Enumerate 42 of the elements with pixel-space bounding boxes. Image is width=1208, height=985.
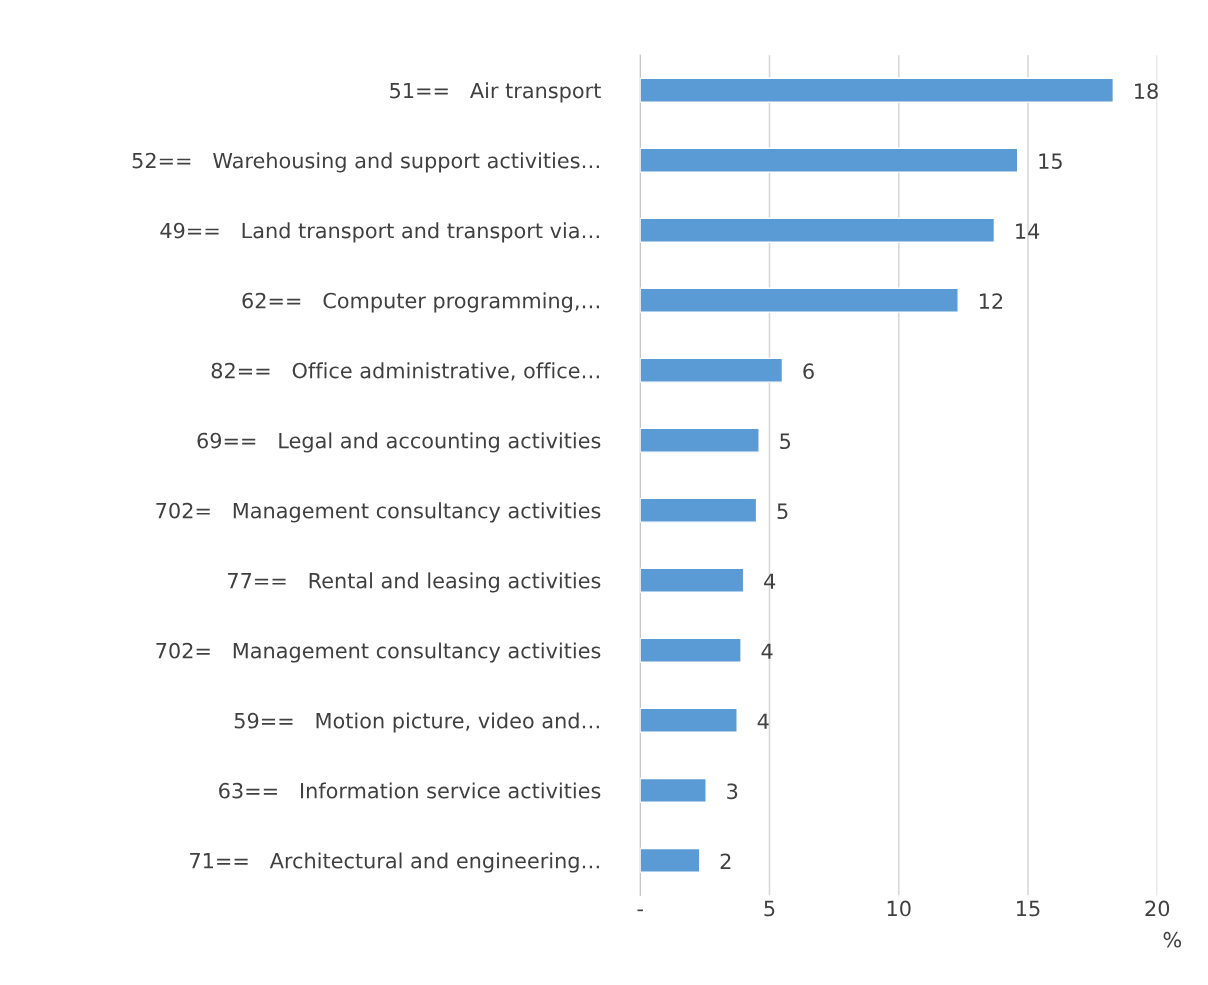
bar <box>640 287 959 313</box>
y-tick-label: 51== Air transport <box>390 82 601 103</box>
data-label: 15 <box>1039 153 1062 170</box>
x-axis-title: % <box>1163 931 1182 948</box>
data-label: 14 <box>1016 223 1040 239</box>
bar <box>640 707 738 733</box>
x-tick-label: 15 <box>1017 900 1040 917</box>
bar <box>640 77 1115 103</box>
y-tick-label: 59== Motion picture, video and… <box>234 712 599 733</box>
y-tick-label: 702= Management consultancy activities <box>156 502 601 523</box>
data-label: 4 <box>764 573 776 589</box>
data-label: 3 <box>727 783 738 800</box>
bar <box>640 357 784 383</box>
y-tick-label: 52== Warehousing and support activities… <box>132 152 599 173</box>
data-label: 5 <box>780 433 791 450</box>
data-label: 12 <box>979 293 1003 309</box>
data-label: 2 <box>720 853 731 869</box>
y-tick-label: 69== Legal and accounting activities <box>197 432 601 453</box>
bar <box>640 847 701 873</box>
data-label: 5 <box>777 503 788 520</box>
y-tick-label: 82== Office administrative, office… <box>211 362 599 381</box>
y-tick-label: 49== Land transport and transport via… <box>160 222 599 243</box>
x-tick-label: 5 <box>764 900 775 917</box>
bar <box>640 777 707 803</box>
y-tick-label: 702= Management consultancy activities <box>156 642 601 663</box>
x-tick-label: 20 <box>1145 900 1170 917</box>
bar <box>640 427 760 453</box>
y-tick-label: 71== Architectural and engineering… <box>190 852 599 873</box>
bar <box>640 567 745 593</box>
bar <box>640 147 1019 173</box>
bar <box>640 637 742 663</box>
y-tick-label: 62== Computer programming,… <box>242 292 599 313</box>
data-label: 4 <box>761 643 773 659</box>
data-label: 4 <box>757 713 769 729</box>
bar <box>640 217 996 243</box>
x-tick-label: 10 <box>887 900 911 917</box>
data-label: 6 <box>803 363 814 380</box>
data-label: 18 <box>1135 83 1158 99</box>
y-tick-label: 77== Rental and leasing activities <box>228 572 601 593</box>
bar <box>640 497 758 523</box>
x-tick-label: - <box>637 909 643 912</box>
y-tick-label: 63== Information service activities <box>219 782 601 799</box>
